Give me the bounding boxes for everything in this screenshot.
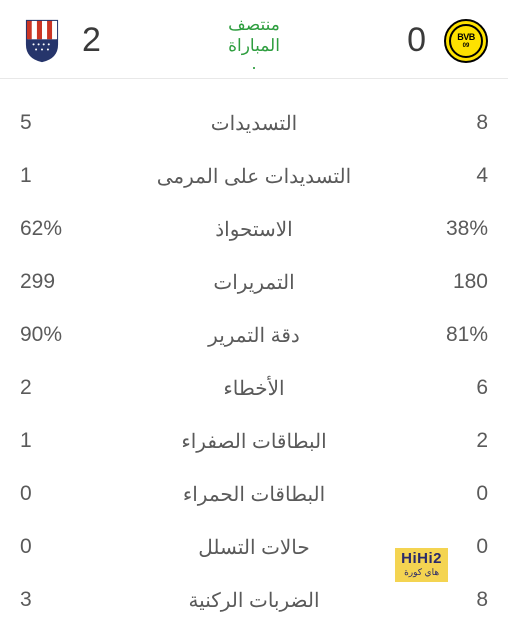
stat-home-value: 2: [20, 376, 80, 400]
match-status: منتصف المباراة .: [228, 14, 280, 68]
stat-row: 90%دقة التمرير81%: [20, 309, 488, 362]
away-score: 2: [82, 21, 101, 60]
stat-row: 62%الاستحواذ38%: [20, 203, 488, 256]
status-line-1: منتصف: [228, 15, 280, 34]
watermark-line1: HiHi2: [401, 551, 442, 566]
stat-away-value: 81%: [428, 323, 488, 347]
status-dot: .: [228, 59, 280, 68]
stat-row: 1البطاقات الصفراء2: [20, 415, 488, 468]
stat-away-value: 4: [428, 164, 488, 188]
stat-row: 5التسديدات8: [20, 97, 488, 150]
stat-home-value: 3: [20, 588, 80, 612]
stat-label: حالات التسلل: [80, 535, 428, 560]
stat-label: البطاقات الصفراء: [80, 429, 428, 454]
stat-label: التسديدات: [80, 111, 428, 136]
stat-label: البطاقات الحمراء: [80, 482, 428, 507]
stat-label: الضربات الركنية: [80, 588, 428, 613]
watermark-line2: هاي كورة: [401, 568, 442, 577]
stat-home-value: 0: [20, 535, 80, 559]
stat-away-value: 0: [428, 482, 488, 506]
bvb-logo-text: BVB: [457, 33, 475, 42]
stat-home-value: 62%: [20, 217, 80, 241]
stat-home-value: 1: [20, 164, 80, 188]
stat-row: 299التمريرات180: [20, 256, 488, 309]
stat-away-value: 2: [428, 429, 488, 453]
stat-home-value: 1: [20, 429, 80, 453]
stat-label: الاستحواذ: [80, 217, 428, 242]
stat-label: دقة التمرير: [80, 323, 428, 348]
stat-away-value: 8: [428, 111, 488, 135]
stat-row: 1التسديدات على المرمى4: [20, 150, 488, 203]
stat-label: الأخطاء: [80, 376, 428, 401]
stat-away-value: 38%: [428, 217, 488, 241]
stats-table: 5التسديدات81التسديدات على المرمى462%الاس…: [0, 79, 508, 627]
scoreboard-header: BVB 09 0 منتصف المباراة . 2: [0, 0, 508, 79]
stat-home-value: 299: [20, 270, 80, 294]
away-team-block: 2: [20, 19, 101, 63]
stat-home-value: 0: [20, 482, 80, 506]
stat-home-value: 90%: [20, 323, 80, 347]
home-team-block: BVB 09 0: [407, 19, 488, 63]
watermark-badge: HiHi2 هاي كورة: [395, 548, 448, 582]
stat-row: 2الأخطاء6: [20, 362, 488, 415]
stat-row: 0البطاقات الحمراء0: [20, 468, 488, 521]
home-team-logo: BVB 09: [444, 19, 488, 63]
stat-away-value: 6: [428, 376, 488, 400]
stat-label: التمريرات: [80, 270, 428, 295]
stat-away-value: 180: [428, 270, 488, 294]
away-team-logo: [20, 19, 64, 63]
stat-label: التسديدات على المرمى: [80, 164, 428, 189]
stat-home-value: 5: [20, 111, 80, 135]
bvb-logo-year: 09: [463, 43, 470, 49]
stat-away-value: 8: [428, 588, 488, 612]
home-score: 0: [407, 21, 426, 60]
